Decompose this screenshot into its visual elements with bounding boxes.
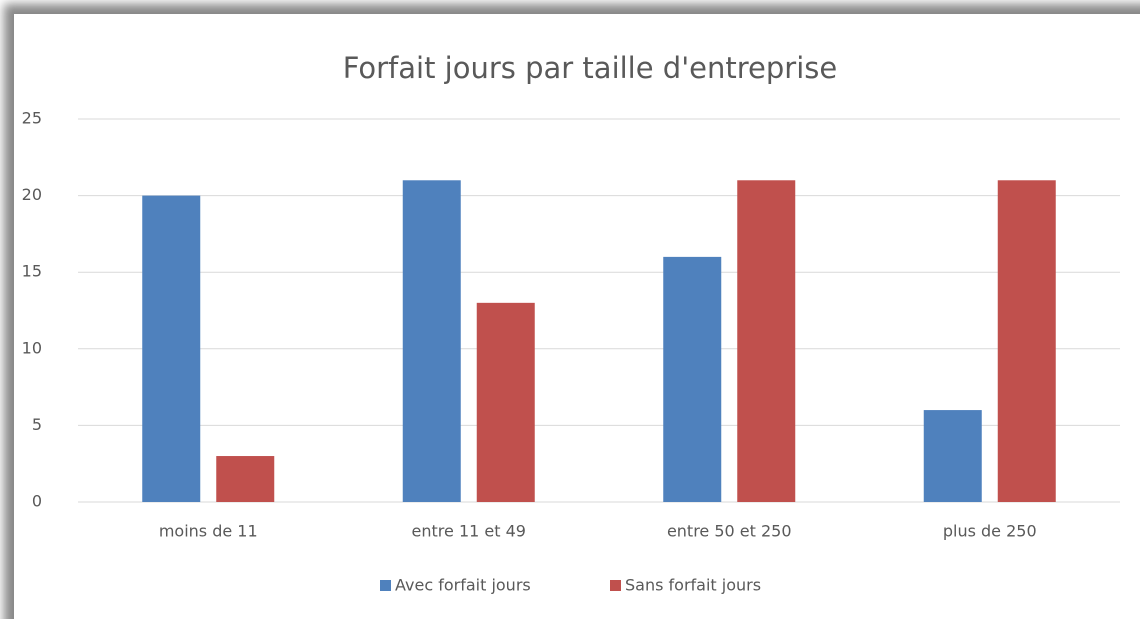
bar [402,180,461,502]
bar [923,410,982,502]
bar [997,180,1056,502]
bar [663,256,722,502]
bar [216,456,275,502]
x-tick-label: plus de 250 [943,522,1037,541]
x-tick-label: moins de 11 [159,522,258,541]
x-tick-label: entre 50 et 250 [667,522,792,541]
y-tick-label: 25 [22,109,42,128]
bar [476,302,535,502]
y-tick-label: 10 [22,338,42,357]
bar [737,180,796,502]
x-tick-label: entre 11 et 49 [412,522,526,541]
y-tick-label: 0 [32,492,42,511]
y-tick-label: 5 [32,415,42,434]
legend-swatch [380,580,391,591]
y-tick-label: 15 [22,262,42,281]
legend-label: Avec forfait jours [395,576,531,595]
legend-label: Sans forfait jours [625,576,761,595]
chart-title: Forfait jours par taille d'entreprise [343,51,838,85]
bar [142,195,201,502]
legend-swatch [610,580,621,591]
y-tick-label: 20 [22,185,42,204]
chart-area [14,14,1140,619]
